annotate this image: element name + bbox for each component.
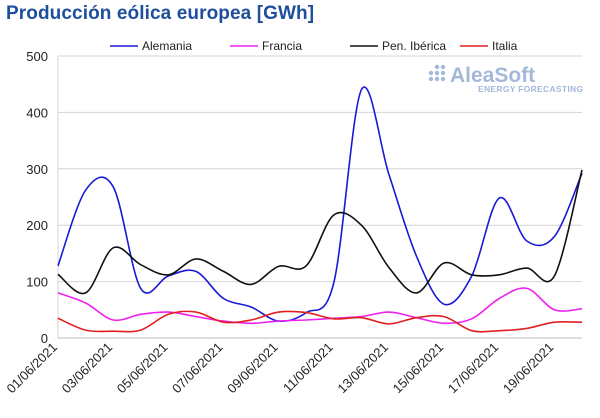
- y-tick-label: 200: [26, 218, 48, 233]
- chart-title: Producción eólica europea [GWh]: [6, 3, 315, 24]
- series-line-italia: [57, 310, 583, 333]
- series-lines: [57, 86, 583, 333]
- x-tick-label: 11/06/2021: [280, 340, 336, 396]
- legend-label-italia: Italia: [492, 39, 518, 53]
- legend-label-alemania: Alemania: [142, 39, 192, 53]
- x-tick-label: 03/06/2021: [59, 340, 116, 397]
- legend-label-francia: Francia: [262, 39, 302, 53]
- y-tick-label: 0: [41, 331, 48, 346]
- logo-name: AleaSoft: [450, 64, 535, 87]
- legend-label-pen-iberica: Pen. Ibérica: [382, 39, 446, 53]
- logo-tagline: ENERGY FORECASTING: [478, 84, 583, 94]
- x-tick-label: 05/06/2021: [114, 340, 171, 397]
- x-tick-label: 07/06/2021: [169, 340, 226, 397]
- x-tick-label: 17/06/2021: [445, 340, 502, 397]
- series-line-pen-iberica: [57, 169, 583, 295]
- grid-lines: [57, 55, 582, 339]
- x-tick-label: 09/06/2021: [224, 340, 281, 397]
- x-tick-label: 15/06/2021: [390, 340, 447, 397]
- x-tick-label: 13/06/2021: [334, 340, 391, 397]
- series-line-francia: [57, 287, 583, 325]
- y-tick-label: 500: [26, 49, 48, 64]
- legend: Alemania Francia Pen. Ibérica Italia: [110, 39, 518, 53]
- y-tick-label: 100: [26, 275, 48, 290]
- series-line-alemania: [57, 86, 583, 323]
- x-tick-label: 19/06/2021: [500, 340, 557, 397]
- y-tick-label: 300: [26, 162, 48, 177]
- aleasoft-logo-watermark: AleaSoft ENERGY FORECASTING: [428, 64, 583, 94]
- axes: 0 100 200 300 400 500 01/06/202103/06/202105/0…: [3, 49, 556, 396]
- y-tick-label: 400: [26, 105, 48, 120]
- x-tick-label: 01/06/2021: [3, 340, 60, 397]
- aleasoft-logo-icon: [428, 64, 446, 82]
